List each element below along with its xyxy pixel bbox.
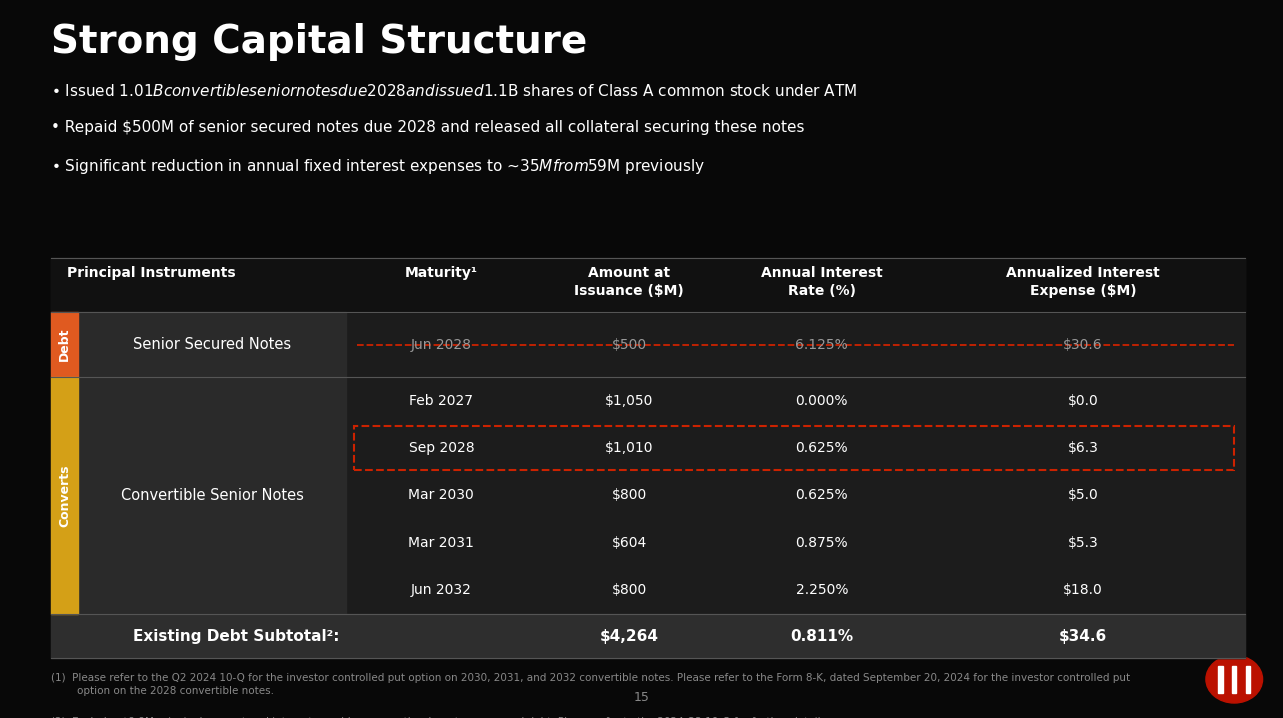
Text: Debt: Debt: [58, 328, 72, 361]
Text: Converts: Converts: [58, 464, 72, 527]
Text: $30.6: $30.6: [1064, 337, 1102, 352]
Text: • Significant reduction in annual fixed interest expenses to ~$35M from $59M pre: • Significant reduction in annual fixed …: [51, 157, 706, 176]
Text: Sep 2028: Sep 2028: [408, 441, 475, 455]
Bar: [1232, 666, 1237, 693]
Text: $0.0: $0.0: [1067, 393, 1098, 408]
Text: $1,010: $1,010: [606, 441, 653, 455]
Text: Mar 2030: Mar 2030: [408, 488, 475, 503]
Text: Annualized Interest
Expense ($M): Annualized Interest Expense ($M): [1006, 266, 1160, 298]
Text: Existing Debt Subtotal²:: Existing Debt Subtotal²:: [133, 629, 340, 643]
Text: Feb 2027: Feb 2027: [409, 393, 473, 408]
Text: $1,050: $1,050: [606, 393, 653, 408]
Text: $800: $800: [612, 583, 647, 597]
Text: $5.0: $5.0: [1067, 488, 1098, 503]
Text: • Repaid $500M of senior secured notes due 2028 and released all collateral secu: • Repaid $500M of senior secured notes d…: [51, 120, 804, 135]
Text: $604: $604: [612, 536, 647, 550]
Text: (2)  Excludes $9.9M principal amount and interest payable on our other long-term: (2) Excludes $9.9M principal amount and …: [51, 717, 824, 718]
Text: $5.3: $5.3: [1067, 536, 1098, 550]
Circle shape: [1206, 656, 1262, 703]
Text: $6.3: $6.3: [1067, 441, 1098, 455]
Text: Maturity¹: Maturity¹: [405, 266, 477, 279]
Text: 0.875%: 0.875%: [795, 536, 848, 550]
Bar: [1246, 666, 1250, 693]
Text: Mar 2031: Mar 2031: [408, 536, 475, 550]
Text: (1)  Please refer to the Q2 2024 10-Q for the investor controlled put option on : (1) Please refer to the Q2 2024 10-Q for…: [51, 673, 1130, 696]
Text: $4,264: $4,264: [600, 629, 658, 643]
Text: $18.0: $18.0: [1064, 583, 1102, 597]
Text: $34.6: $34.6: [1058, 629, 1107, 643]
Text: Jun 2028: Jun 2028: [411, 337, 472, 352]
Text: • Issued $1.01B convertible senior notes due 2028 and issued $1.1B shares of Cla: • Issued $1.01B convertible senior notes…: [51, 83, 857, 98]
Text: Senior Secured Notes: Senior Secured Notes: [133, 337, 291, 352]
Text: Principal Instruments: Principal Instruments: [67, 266, 235, 279]
Bar: [1219, 666, 1223, 693]
Text: 15: 15: [634, 691, 649, 704]
Text: 2.250%: 2.250%: [795, 583, 848, 597]
Text: Strong Capital Structure: Strong Capital Structure: [51, 23, 588, 61]
Text: 6.125%: 6.125%: [795, 337, 848, 352]
Text: Amount at
Issuance ($M): Amount at Issuance ($M): [575, 266, 684, 298]
Text: 0.625%: 0.625%: [795, 441, 848, 455]
Text: 0.000%: 0.000%: [795, 393, 848, 408]
Text: $500: $500: [612, 337, 647, 352]
Text: $800: $800: [612, 488, 647, 503]
Text: 0.625%: 0.625%: [795, 488, 848, 503]
Text: Jun 2032: Jun 2032: [411, 583, 472, 597]
Text: Annual Interest
Rate (%): Annual Interest Rate (%): [761, 266, 883, 298]
Text: Convertible Senior Notes: Convertible Senior Notes: [121, 488, 304, 503]
Text: 0.811%: 0.811%: [790, 629, 853, 643]
